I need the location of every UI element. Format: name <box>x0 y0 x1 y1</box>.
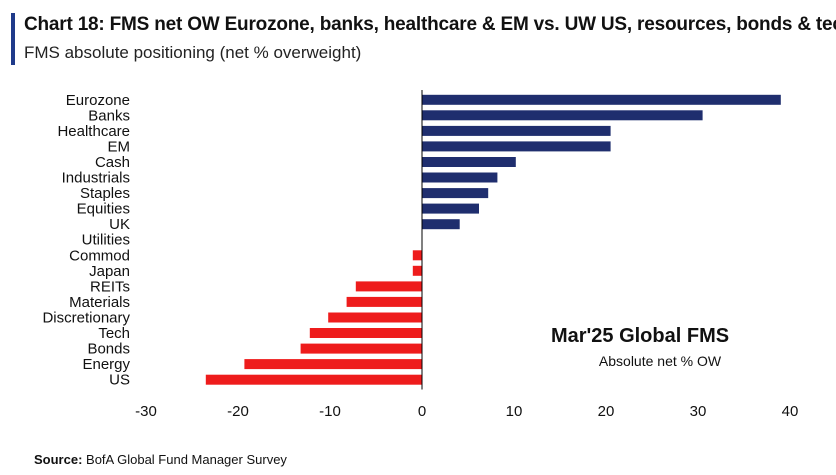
category-label-banks: Banks <box>88 107 130 124</box>
category-label-tech: Tech <box>98 325 130 342</box>
bar-healthcare <box>422 125 611 136</box>
category-label-em: EM <box>108 138 131 155</box>
x-tick-label: 20 <box>598 403 615 420</box>
x-tick-label: 10 <box>506 403 523 420</box>
category-label-healthcare: Healthcare <box>57 123 130 140</box>
category-label-utilities: Utilities <box>82 232 130 249</box>
category-label-commod: Commod <box>69 247 130 264</box>
x-tick-label: -30 <box>135 403 157 420</box>
category-label-reits: REITs <box>90 278 130 295</box>
title-accent-bar <box>11 13 15 65</box>
category-label-industrials: Industrials <box>62 170 130 187</box>
source-label: Source: <box>34 452 83 467</box>
bar-uk <box>422 219 460 230</box>
category-label-cash: Cash <box>95 154 130 171</box>
chart-subtitle: FMS absolute positioning (net % overweig… <box>24 43 362 62</box>
bar-industrials <box>422 172 498 183</box>
bar-em <box>422 141 611 152</box>
bar-reits <box>355 281 422 292</box>
x-tick-label: -10 <box>319 403 341 420</box>
category-label-us: US <box>109 372 130 389</box>
bar-materials <box>346 296 422 307</box>
category-label-staples: Staples <box>80 185 130 202</box>
category-label-discretionary: Discretionary <box>42 310 130 327</box>
category-label-materials: Materials <box>69 294 130 311</box>
bar-us <box>205 374 422 385</box>
category-label-eurozone: Eurozone <box>66 92 130 109</box>
category-label-equities: Equities <box>77 201 130 218</box>
x-tick-label: -20 <box>227 403 249 420</box>
x-tick-label: 40 <box>782 403 799 420</box>
category-label-energy: Energy <box>82 356 130 373</box>
category-label-japan: Japan <box>89 263 130 280</box>
annotation-title: Mar'25 Global FMS <box>551 325 729 347</box>
bar-equities <box>422 203 479 214</box>
bar-tech <box>309 328 422 338</box>
bar-japan <box>412 265 422 276</box>
category-label-uk: UK <box>109 216 130 233</box>
bar-staples <box>422 188 489 199</box>
annotation-subtitle: Absolute net % OW <box>599 353 722 369</box>
source-note: Source: BofA Global Fund Manager Survey <box>34 452 287 467</box>
bar-commod <box>412 250 422 261</box>
x-tick-label: 0 <box>418 403 426 420</box>
bars-group <box>205 94 781 385</box>
bar-eurozone <box>422 94 781 105</box>
bar-cash <box>422 157 516 167</box>
bar-discretionary <box>328 312 422 323</box>
x-tick-labels: -30 -20 -10 0 10 20 30 40 <box>135 403 798 420</box>
category-labels: EurozoneBanksHealthcareEMCashIndustrials… <box>42 92 130 389</box>
x-tick-label: 30 <box>690 403 707 420</box>
bar-banks <box>422 110 703 121</box>
chart-title: Chart 18: FMS net OW Eurozone, banks, he… <box>24 14 836 35</box>
source-text: BofA Global Fund Manager Survey <box>86 452 287 467</box>
bar-bonds <box>300 343 422 354</box>
bar-energy <box>244 359 422 370</box>
category-label-bonds: Bonds <box>87 341 130 358</box>
